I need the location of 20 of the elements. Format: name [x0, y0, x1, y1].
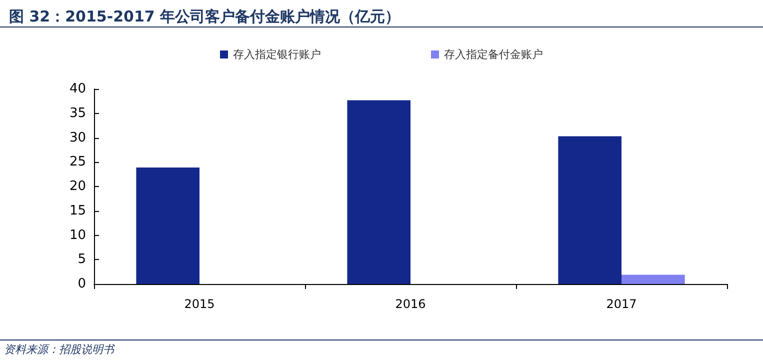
- y-tick-label: 30: [69, 130, 86, 146]
- bar: [622, 274, 685, 284]
- y-tick-label: 0: [78, 276, 86, 292]
- legend-label: 存入指定备付金账户: [444, 48, 543, 61]
- chart-title: 图 32：2015-2017 年公司客户备付金账户情况（亿元）: [9, 8, 400, 26]
- y-tick-label: 10: [69, 228, 86, 243]
- y-tick-label: 25: [69, 154, 86, 170]
- y-tick-label: 40: [69, 82, 86, 96]
- y-tick-label: 5: [78, 252, 86, 268]
- y-tick-label: 15: [69, 203, 86, 218]
- text: 资料来源：招股说明书: [4, 343, 116, 356]
- x-tick-label: 2017: [606, 297, 637, 311]
- x-tick-label: 2016: [395, 297, 426, 311]
- bar: [347, 100, 410, 284]
- bar: [558, 136, 622, 284]
- bar: [136, 167, 200, 284]
- y-tick-label: 20: [69, 179, 86, 194]
- legend-label: 存入指定银行账户: [233, 48, 321, 61]
- y-tick-label: 35: [69, 106, 86, 121]
- x-tick-label: 2015: [184, 297, 215, 311]
